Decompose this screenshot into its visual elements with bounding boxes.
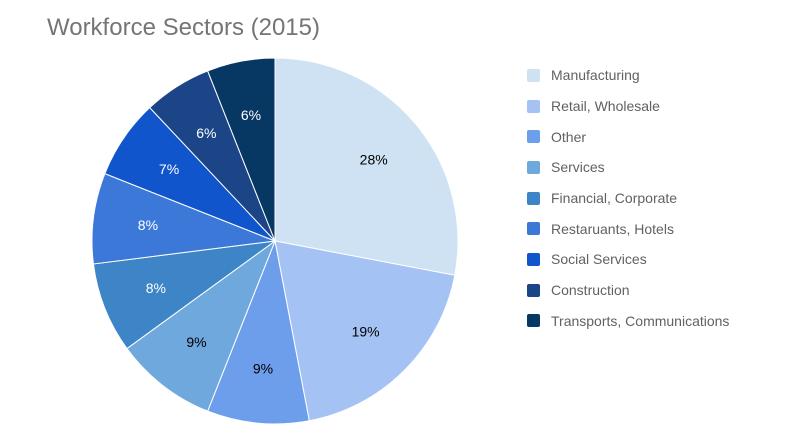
legend-swatch: [527, 283, 540, 297]
legend-swatch: [527, 314, 540, 328]
legend-item: Services: [527, 152, 729, 183]
legend-item: Other: [527, 121, 729, 152]
legend-label: Manufacturing: [551, 67, 640, 84]
slice-label: 6%: [196, 125, 216, 141]
legend-swatch: [527, 252, 540, 266]
slice-label: 7%: [159, 161, 179, 177]
legend-swatch: [527, 99, 540, 113]
legend-item: Retail, Wholesale: [527, 91, 729, 122]
legend-swatch: [527, 68, 540, 82]
legend-swatch: [527, 191, 540, 205]
legend-label: Social Services: [551, 251, 647, 268]
legend-label: Other: [551, 128, 587, 145]
legend-label: Services: [551, 159, 605, 176]
slice-label: 8%: [146, 280, 166, 296]
legend-label: Financial, Corporate: [551, 190, 678, 207]
legend-label: Transports, Communications: [551, 312, 730, 329]
slice-label: 28%: [360, 151, 388, 167]
legend-label: Restaruants, Hotels: [551, 220, 674, 237]
legend-swatch: [527, 160, 540, 174]
pie-slice: [206, 239, 310, 425]
slice-label: 9%: [186, 334, 206, 350]
legend-label: Construction: [551, 282, 630, 299]
pie-slice: [91, 172, 276, 265]
pie-slice: [126, 239, 277, 412]
legend-item: Transports, Communications: [527, 306, 729, 337]
legend-item: Social Services: [527, 244, 729, 275]
legend-item: Restaruants, Hotels: [527, 213, 729, 244]
pie-slice: [274, 57, 459, 276]
slice-label: 8%: [138, 217, 158, 233]
legend-label: Retail, Wholesale: [551, 98, 660, 115]
slice-label: 6%: [241, 107, 261, 123]
chart-title: Workforce Sectors (2015): [47, 14, 320, 41]
legend: Manufacturing Retail, Wholesale Other Servi…: [527, 60, 729, 336]
pie-slice: [206, 57, 276, 242]
legend-item: Financial, Corporate: [527, 183, 729, 214]
pie-slice: [92, 240, 276, 350]
legend-item: Construction: [527, 275, 729, 306]
legend-swatch: [527, 222, 540, 236]
legend-swatch: [527, 130, 540, 144]
pie-slice: [274, 240, 456, 422]
legend-item: Manufacturing: [527, 60, 729, 91]
slice-label: 19%: [352, 324, 380, 340]
slice-label: 9%: [253, 361, 273, 377]
